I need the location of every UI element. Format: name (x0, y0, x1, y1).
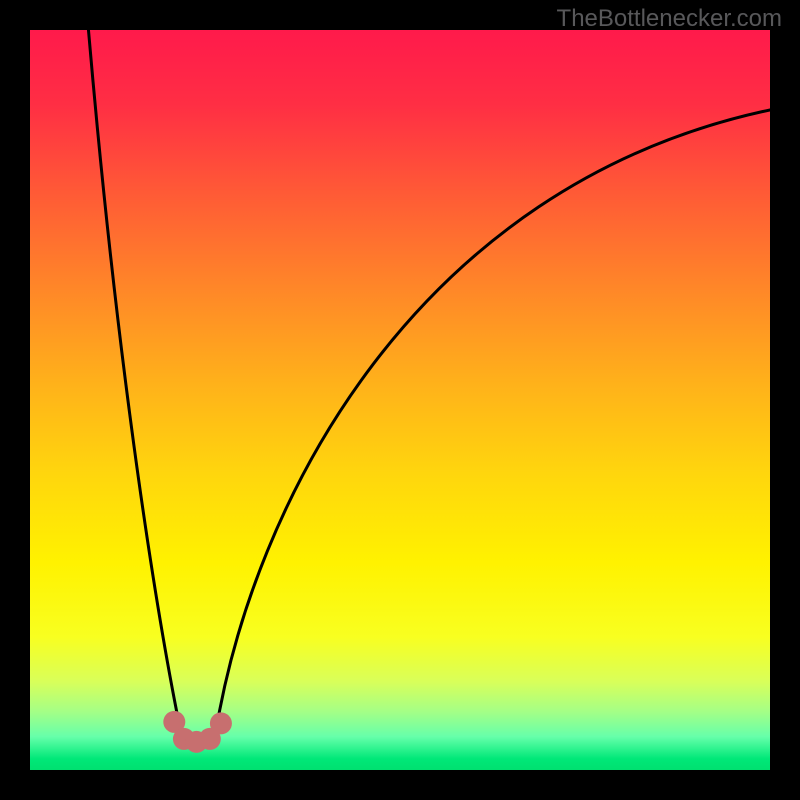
trough-marker (210, 712, 232, 734)
plot-area (30, 30, 770, 770)
watermark-text: TheBottlenecker.com (557, 5, 782, 33)
chart-svg (30, 30, 770, 770)
gradient-background (30, 30, 770, 770)
